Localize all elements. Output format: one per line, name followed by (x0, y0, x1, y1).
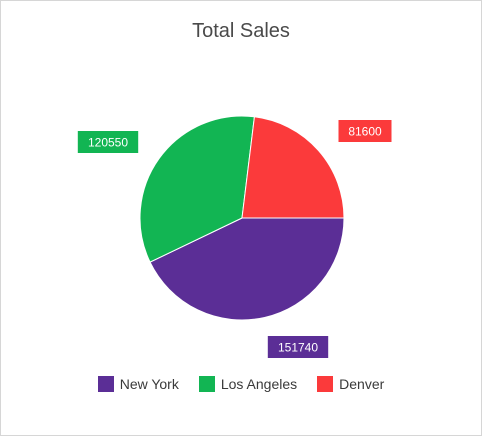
legend-swatch-denver (317, 376, 334, 392)
chart-title: Total Sales (192, 20, 290, 42)
data-label-los-angeles: 120550 (77, 131, 139, 153)
data-label-denver: 81600 (338, 120, 392, 142)
data-label-text: 120550 (88, 136, 128, 150)
legend-label-new-york: New York (119, 376, 179, 392)
chart-legend: New York Los Angeles Denver (0, 376, 482, 392)
legend-label-los-angeles: Los Angeles (220, 376, 298, 392)
legend-swatch-new-york (97, 376, 114, 392)
data-label-text: 151740 (278, 341, 318, 355)
legend-item-new-york[interactable]: New York (97, 376, 179, 392)
legend-label-denver: Denver (339, 376, 385, 392)
data-label-box (267, 336, 329, 358)
legend-swatch-los-angeles (198, 376, 215, 392)
pie-slice-denver[interactable] (241, 116, 345, 219)
legend-item-denver[interactable]: Denver (317, 376, 384, 392)
data-label-box (77, 131, 139, 153)
data-label-new-york: 151740 (267, 336, 329, 358)
data-label-box (338, 120, 392, 142)
data-label-text: 81600 (348, 125, 382, 139)
pie-slice-new-york[interactable] (149, 217, 345, 321)
legend-item-los-angeles[interactable]: Los Angeles (198, 376, 298, 392)
pie-slice-los-angeles[interactable] (139, 115, 255, 263)
